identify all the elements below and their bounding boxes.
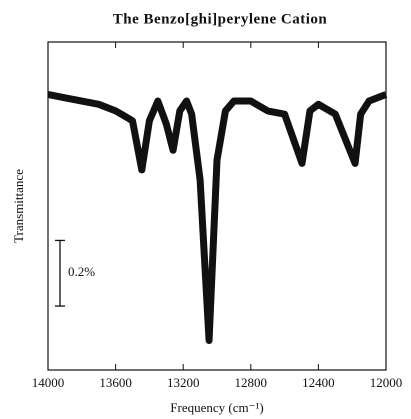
spectrum-line [47,91,388,344]
x-tick-label: 12000 [370,375,403,390]
x-tick-label: 12400 [302,375,335,390]
chart-title: The Benzo[ghi]perylene Cation [113,11,328,27]
y-axis-label: Transmittance [11,169,26,243]
plot-frame [47,41,387,371]
x-tick-label: 12800 [235,375,268,390]
scale-bar-label: 0.2% [68,264,95,279]
x-tick-label: 13600 [99,375,132,390]
x-tick-label: 14000 [32,375,65,390]
x-axis-label: Frequency (cm⁻¹) [170,400,263,415]
x-tick-label: 13200 [167,375,200,390]
